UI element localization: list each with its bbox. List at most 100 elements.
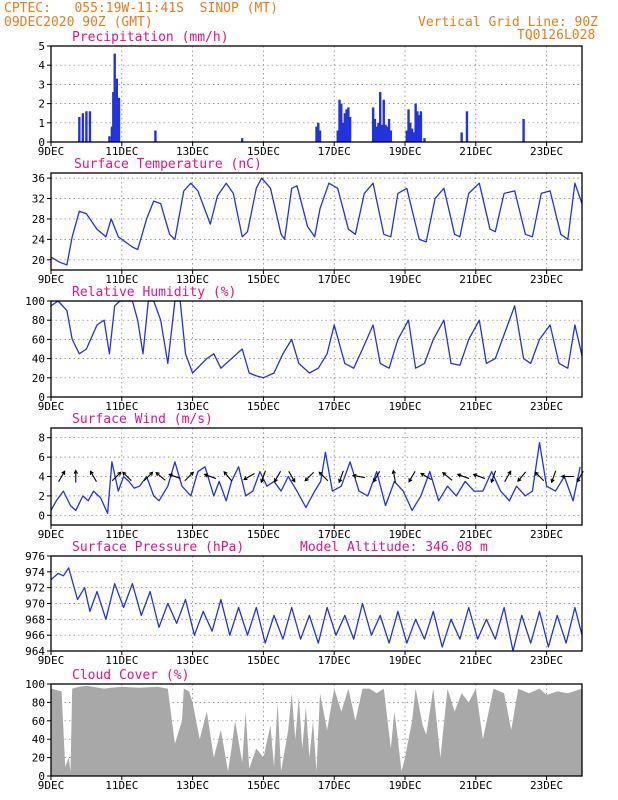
pres-ytick-label: 972 (25, 582, 45, 595)
precip-bar (377, 122, 380, 142)
precip-bar (81, 113, 85, 142)
wind-arrow-shaft (143, 471, 153, 482)
cloud-xtick-label: 21DEC (459, 779, 492, 792)
rh-xtick-label: 9DEC (38, 400, 65, 413)
precip-bar (115, 78, 119, 142)
precip-xtick-label: 9DEC (38, 145, 65, 158)
pres-xtick-label: 21DEC (459, 654, 492, 667)
temp-panel: 20 24 28 32 36 9DEC 11DEC 13DEC 15DEC 17DEC 19DEC 2… (32, 157, 583, 286)
rh-xtick-label: 21DEC (459, 400, 492, 413)
wind-arrow-shaft (473, 473, 486, 480)
cloud-xtick-label: 11DEC (105, 779, 138, 792)
wind-arrow-shaft (274, 471, 282, 482)
cloud-xtick-label: 13DEC (176, 779, 209, 792)
wind-arrow (338, 470, 344, 484)
cloud-ytick-label: 40 (32, 733, 45, 746)
wind-ytick-label: 8 (38, 432, 45, 445)
wind-arrow-head (576, 478, 581, 483)
temp-xtick-label: 23DEC (530, 273, 563, 286)
temp-ytick-label: 28 (32, 213, 45, 226)
rh-xtick-label: 17DEC (318, 400, 351, 413)
pres-line (50, 567, 583, 652)
wind-arrow-head (534, 471, 539, 476)
header-grid-line: Vertical Grid Line: 90Z (418, 15, 599, 30)
wind-xtick-label: 13DEC (176, 528, 209, 541)
wind-arrow-shaft (352, 474, 365, 479)
precip-ytick-label: 0 (38, 136, 45, 149)
wind-arrow-head (351, 473, 357, 479)
wind-arrow-shaft (243, 473, 255, 480)
wind-arrow (318, 471, 329, 482)
rh-ytick-label: 100 (25, 295, 45, 308)
wind-ytick-label: 4 (38, 471, 45, 484)
precip-bar (465, 111, 469, 142)
wind-title: Surface Wind (m/s) (72, 412, 213, 427)
wind-ytick-label: 6 (38, 451, 45, 464)
precip-bar (110, 126, 114, 142)
cloud-xtick-label: 19DEC (388, 779, 421, 792)
wind-arrow-shaft (260, 470, 266, 483)
wind-arrow-head (149, 471, 154, 476)
temp-xtick-label: 13DEC (176, 273, 209, 286)
cloud-ytick-label: 20 (32, 752, 45, 765)
wind-arrow (456, 473, 470, 480)
wind-arrow-shaft (90, 471, 97, 482)
temp-ytick-label: 36 (32, 172, 45, 185)
precip-bar (154, 130, 157, 142)
rh-panel: 0 20 40 60 80 100 9DEC 11DEC 13DEC 15DEC 17DEC 19DE… (25, 285, 583, 413)
wind-ytick-label: 0 (38, 509, 45, 522)
wind-arrow (223, 471, 233, 482)
precip-grid (51, 46, 582, 142)
wind-arrow-shaft (442, 472, 453, 481)
wind-arrow-shaft (184, 471, 194, 482)
precip-bar (345, 109, 348, 142)
precip-bar (117, 97, 121, 142)
precip-bar (379, 92, 382, 142)
rh-xtick-label: 13DEC (176, 400, 209, 413)
rh-ytick-label: 40 (32, 353, 45, 366)
wind-arrow-shaft (457, 473, 470, 480)
precip-bar (410, 128, 414, 142)
wind-arrow-head (223, 471, 228, 476)
wind-arrow-shaft (318, 471, 329, 482)
wind-arrow-shaft (338, 470, 344, 483)
wind-arrow (420, 472, 432, 480)
precip-bar (348, 117, 352, 142)
wind-arrow-shaft (304, 471, 315, 482)
wind-arrow-head (273, 478, 278, 483)
precip-bar (389, 130, 393, 142)
wind-arrow-head (304, 477, 309, 482)
precip-bar (382, 99, 385, 142)
wind-arrow (472, 473, 486, 480)
wind-arrow-shaft (223, 471, 233, 482)
precip-frame (50, 45, 583, 143)
header-location: CPTEC: 055:19W-11:41S SINOP (MT) (4, 1, 278, 16)
cloud-title: Cloud Cover (%) (72, 668, 189, 683)
precip-bar (423, 138, 426, 142)
wind-arrow-head (61, 470, 66, 475)
pres-xtick-label: 17DEC (318, 654, 351, 667)
cloud-area (51, 685, 582, 776)
rh-xtick-label: 11DEC (105, 400, 138, 413)
wind-arrow-head (560, 474, 566, 479)
wind-arrow (391, 469, 396, 483)
rh-ytick-label: 0 (38, 391, 45, 404)
rh-xtick-label: 19DEC (388, 400, 421, 413)
pres-ytick-label: 970 (25, 598, 45, 611)
precip-bar (387, 118, 391, 142)
wind-arrow (260, 470, 266, 484)
precip-bar (341, 122, 345, 142)
wind-arrow-head (490, 478, 495, 484)
precip-bar (407, 109, 410, 142)
precip-bar (340, 103, 343, 142)
precip-title: Precipitation (mm/h) (72, 30, 229, 45)
precip-bar (336, 130, 339, 142)
wind-arrow-head (517, 477, 522, 482)
wind-arrow-shaft (420, 473, 432, 480)
precip-xtick-label: 23DEC (530, 145, 563, 158)
wind-arrow (504, 470, 512, 482)
precip-bar (318, 130, 322, 142)
cloud-ytick-label: 0 (38, 770, 45, 783)
wind-arrow-head (73, 469, 78, 474)
